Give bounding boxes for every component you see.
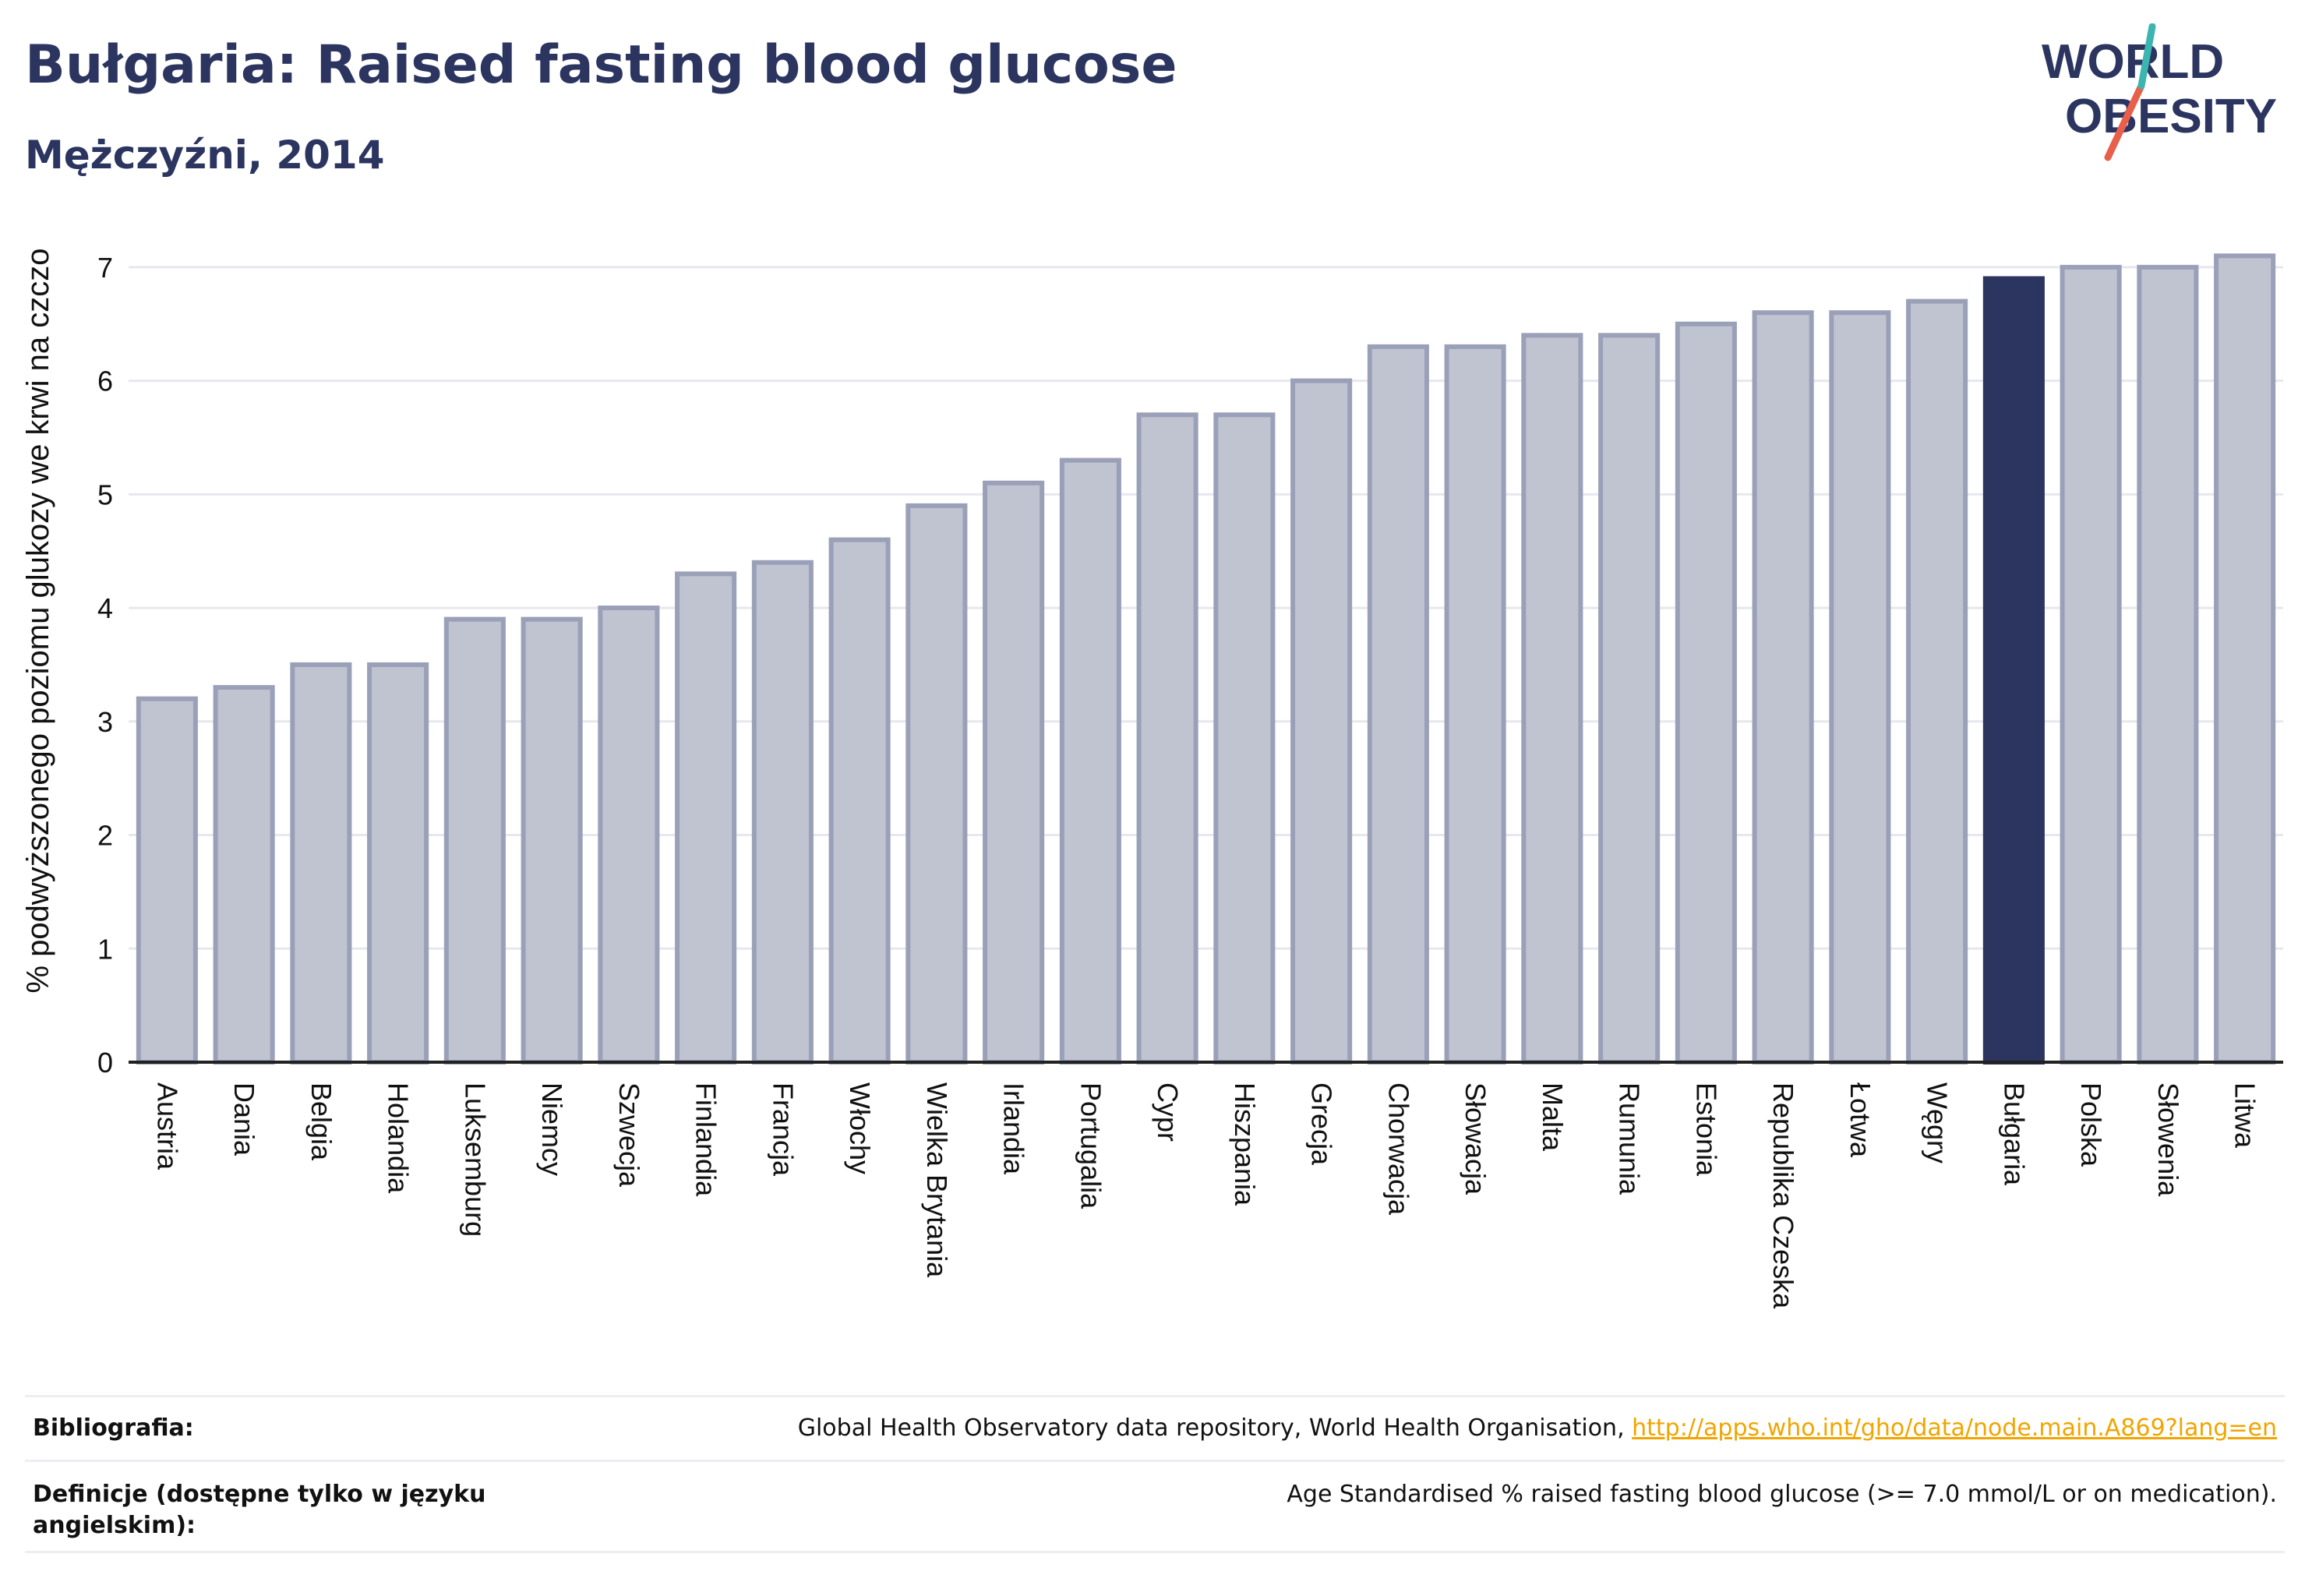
x-tick-label: Szwecja [613, 1082, 645, 1188]
definitions-value: Age Standardised % raised fasting blood … [1287, 1481, 2277, 1508]
y-axis-label: % podwyższonego poziomu glukozy we krwi … [21, 249, 55, 994]
x-tick-label: Słowenia [2152, 1082, 2184, 1197]
x-tick-label: Portugalia [1075, 1082, 1107, 1209]
x-tick-label: Luksemburg [459, 1082, 491, 1237]
y-tick-label: 3 [97, 706, 113, 738]
bar-szwecja [598, 606, 660, 1065]
bar-polska [2060, 264, 2122, 1065]
x-tick-label: Słowacja [1460, 1082, 1491, 1195]
bar-portugalia [1059, 457, 1121, 1065]
bar-irlandia [983, 480, 1045, 1065]
x-tick-label: Węgry [1922, 1082, 1954, 1163]
x-tick-label: Polska [2075, 1082, 2107, 1167]
x-tick-label: Hiszpania [1229, 1082, 1261, 1206]
y-tick-label: 6 [97, 365, 113, 397]
definitions-label: Definicje (dostępne tylko w języku angie… [33, 1481, 486, 1539]
y-tick-label: 4 [97, 592, 113, 624]
bar-niemcy [521, 616, 583, 1065]
bar-dania [213, 685, 275, 1065]
logo-text-world: WORLD [2042, 35, 2224, 89]
bar-holandia [367, 662, 429, 1065]
logo-text-obesity: OBESITY [2065, 90, 2277, 143]
x-tick-label: Włochy [844, 1082, 876, 1174]
x-tick-label: Wielka Brytania [921, 1082, 953, 1278]
bar-litwa [2214, 253, 2276, 1065]
x-tick-labels: Austria Dania Belgia Holandia Luksemburg Niem… [151, 1082, 2261, 1309]
chart-title: Bułgaria: Raised fasting blood glucose [25, 34, 1177, 96]
bar-słowenia [2137, 264, 2199, 1065]
bibliography-value: Global Health Observatory data repositor… [798, 1413, 2277, 1444]
x-tick-label: Litwa [2229, 1082, 2261, 1149]
bibliography-text: Global Health Observatory data repositor… [797, 1414, 1633, 1442]
y-tick-label: 1 [97, 933, 113, 965]
bar-malta [1521, 333, 1583, 1065]
x-tick-label: Cypr [1152, 1082, 1184, 1142]
x-tick-label: Austria [151, 1082, 183, 1171]
bar-grecja [1290, 378, 1353, 1065]
bibliography-row: Bibliografia: Global Health Observatory … [25, 1395, 2285, 1460]
x-tick-label: Belgia [305, 1082, 337, 1161]
x-tick-label: Finlandia [690, 1082, 722, 1197]
bar-cypr [1136, 412, 1198, 1065]
x-tick-label: Francja [767, 1082, 799, 1177]
x-tick-label: Republika Czeska [1767, 1082, 1799, 1309]
bar-słowacja [1444, 344, 1506, 1065]
x-tick-label: Grecja [1306, 1082, 1338, 1166]
world-obesity-logo: WORLD OBESITY [2042, 23, 2277, 161]
bar-chart: 0 1 2 3 4 5 6 7 Austria Dania Belgia Holandia Lukse… [21, 249, 2283, 1309]
x-tick-label: Łotwa [1844, 1082, 1876, 1158]
bar-włochy [828, 537, 891, 1065]
bar-republika-czeska [1752, 310, 1814, 1065]
bars [136, 253, 2276, 1065]
y-tick-label: 7 [97, 252, 113, 284]
y-tick-label: 5 [97, 478, 113, 510]
y-tick-label: 2 [97, 820, 113, 852]
bar-rumunia [1598, 333, 1661, 1065]
x-tick-label: Chorwacja [1382, 1082, 1414, 1216]
logo-slash-accent-top [2137, 23, 2156, 90]
bar-luksemburg [443, 616, 506, 1065]
x-tick-label: Estonia [1690, 1082, 1722, 1177]
chart-footer: Bibliografia: Global Health Observatory … [25, 1395, 2285, 1553]
y-tick-label: 0 [97, 1047, 113, 1079]
bar-hiszpania [1213, 412, 1276, 1065]
bar-bułgaria [1982, 276, 2045, 1065]
bar-wielka-brytania [905, 503, 968, 1065]
bar-austria [136, 696, 198, 1065]
bibliography-link[interactable]: http://apps.who.int/gho/data/node.main.A… [1632, 1414, 2277, 1442]
x-tick-label: Malta [1537, 1082, 1569, 1152]
x-tick-label: Holandia [383, 1082, 415, 1194]
bar-łotwa [1829, 310, 1891, 1065]
logo-slash-accent [2104, 82, 2145, 161]
x-tick-label: Niemcy [536, 1082, 568, 1176]
x-tick-label: Bułgaria [1998, 1082, 2030, 1186]
bar-francja [751, 560, 814, 1065]
x-tick-label: Dania [228, 1082, 260, 1156]
x-tick-label: Irlandia [998, 1082, 1030, 1175]
bibliography-label: Bibliografia: [33, 1414, 194, 1442]
chart-subtitle: Mężczyźni, 2014 [25, 132, 385, 178]
bar-belgia [290, 662, 352, 1065]
definitions-row: Definicje (dostępne tylko w języku angie… [25, 1460, 2285, 1553]
y-tick-labels: 0 1 2 3 4 5 6 7 [97, 252, 113, 1079]
bar-finlandia [675, 571, 737, 1065]
x-tick-label: Rumunia [1614, 1082, 1646, 1195]
bar-węgry [1906, 298, 1968, 1065]
bar-chorwacja [1367, 344, 1429, 1065]
bar-estonia [1675, 321, 1737, 1065]
